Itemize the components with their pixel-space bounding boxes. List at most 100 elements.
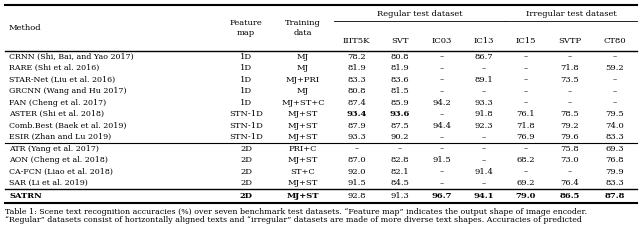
- Text: 83.3: 83.3: [605, 179, 624, 187]
- Text: STN-1D: STN-1D: [229, 110, 263, 118]
- Text: 87.5: 87.5: [390, 122, 410, 130]
- Text: 91.4: 91.4: [475, 168, 493, 176]
- Text: –: –: [440, 64, 444, 72]
- Text: 94.4: 94.4: [433, 122, 451, 130]
- Text: 59.2: 59.2: [605, 64, 624, 72]
- Text: –: –: [568, 99, 572, 107]
- Text: –: –: [612, 87, 616, 95]
- Text: Irregular test dataset: Irregular test dataset: [525, 10, 616, 18]
- Text: 79.9: 79.9: [605, 168, 624, 176]
- Text: 2D: 2D: [240, 179, 252, 187]
- Text: –: –: [524, 87, 528, 95]
- Text: SVTP: SVTP: [558, 37, 581, 45]
- Text: MJ: MJ: [297, 64, 309, 72]
- Text: MJ+ST: MJ+ST: [288, 133, 318, 141]
- Text: –: –: [482, 64, 486, 72]
- Text: Feature
map: Feature map: [230, 19, 262, 37]
- Text: 74.0: 74.0: [605, 122, 624, 130]
- Text: –: –: [524, 145, 528, 153]
- Text: 2D: 2D: [239, 192, 253, 200]
- Text: –: –: [440, 76, 444, 84]
- Text: 81.5: 81.5: [390, 87, 410, 95]
- Text: –: –: [440, 53, 444, 61]
- Text: 79.6: 79.6: [560, 133, 579, 141]
- Text: –: –: [568, 87, 572, 95]
- Text: 87.4: 87.4: [347, 99, 366, 107]
- Text: 76.9: 76.9: [516, 133, 535, 141]
- Text: 84.5: 84.5: [390, 179, 410, 187]
- Text: MJ+ST+C: MJ+ST+C: [281, 99, 325, 107]
- Text: 79.5: 79.5: [605, 110, 624, 118]
- Text: 93.3: 93.3: [475, 99, 493, 107]
- Text: 69.3: 69.3: [605, 145, 624, 153]
- Text: 94.2: 94.2: [433, 99, 451, 107]
- Text: “Regular” datasets consist of horizontally aligned texts and “irregular” dataset: “Regular” datasets consist of horizontal…: [5, 216, 582, 224]
- Text: 1D: 1D: [240, 87, 252, 95]
- Text: ATR (Yang et al. 2017): ATR (Yang et al. 2017): [9, 145, 99, 153]
- Text: IC03: IC03: [432, 37, 452, 45]
- Text: 92.0: 92.0: [348, 168, 365, 176]
- Text: Comb.Best (Baek et al. 2019): Comb.Best (Baek et al. 2019): [9, 122, 127, 130]
- Text: MJ: MJ: [297, 53, 309, 61]
- Text: 68.2: 68.2: [516, 156, 535, 164]
- Text: –: –: [568, 168, 572, 176]
- Text: 93.6: 93.6: [390, 110, 410, 118]
- Text: 73.5: 73.5: [560, 76, 579, 84]
- Text: Table 1: Scene text recognition accuracies (%) over seven benchmark test dataset: Table 1: Scene text recognition accuraci…: [5, 208, 587, 216]
- Text: Regular test dataset: Regular test dataset: [377, 10, 462, 18]
- Text: –: –: [440, 110, 444, 118]
- Text: SVT: SVT: [391, 37, 409, 45]
- Text: 82.1: 82.1: [390, 168, 410, 176]
- Text: –: –: [524, 64, 528, 72]
- Text: –: –: [482, 145, 486, 153]
- Text: AON (Cheng et al. 2018): AON (Cheng et al. 2018): [9, 156, 108, 164]
- Text: –: –: [440, 179, 444, 187]
- Text: 75.8: 75.8: [560, 145, 579, 153]
- Text: GRCNN (Wang and Hu 2017): GRCNN (Wang and Hu 2017): [9, 87, 127, 95]
- Text: 94.1: 94.1: [474, 192, 494, 200]
- Text: 81.9: 81.9: [390, 64, 410, 72]
- Text: –: –: [524, 53, 528, 61]
- Text: 71.8: 71.8: [560, 64, 579, 72]
- Text: PRI+C: PRI+C: [289, 145, 317, 153]
- Text: SATRN: SATRN: [9, 192, 42, 200]
- Text: –: –: [440, 133, 444, 141]
- Text: 87.8: 87.8: [604, 192, 625, 200]
- Text: 78.5: 78.5: [560, 110, 579, 118]
- Text: Training
data: Training data: [285, 19, 321, 37]
- Text: 91.8: 91.8: [475, 110, 493, 118]
- Text: 89.1: 89.1: [475, 76, 493, 84]
- Text: STAR-Net (Liu et al. 2016): STAR-Net (Liu et al. 2016): [9, 76, 115, 84]
- Text: –: –: [355, 145, 358, 153]
- Text: MJ+ST: MJ+ST: [288, 156, 318, 164]
- Text: –: –: [440, 87, 444, 95]
- Text: 76.1: 76.1: [516, 110, 535, 118]
- Text: 83.3: 83.3: [605, 133, 624, 141]
- Text: 78.2: 78.2: [347, 53, 366, 61]
- Text: FAN (Cheng et al. 2017): FAN (Cheng et al. 2017): [9, 99, 106, 107]
- Text: SAR (Li et al. 2019): SAR (Li et al. 2019): [9, 179, 88, 187]
- Text: 87.0: 87.0: [347, 156, 366, 164]
- Text: –: –: [612, 76, 616, 84]
- Text: 91.5: 91.5: [433, 156, 451, 164]
- Text: 82.8: 82.8: [390, 156, 410, 164]
- Text: 76.8: 76.8: [605, 156, 624, 164]
- Text: –: –: [524, 168, 528, 176]
- Text: 1D: 1D: [240, 76, 252, 84]
- Text: –: –: [482, 156, 486, 164]
- Text: –: –: [524, 99, 528, 107]
- Text: CA-FCN (Liao et al. 2018): CA-FCN (Liao et al. 2018): [9, 168, 113, 176]
- Text: 92.8: 92.8: [347, 192, 366, 200]
- Text: –: –: [612, 53, 616, 61]
- Text: 87.9: 87.9: [347, 122, 366, 130]
- Text: MJ: MJ: [297, 87, 309, 95]
- Text: 86.7: 86.7: [475, 53, 493, 61]
- Text: STN-1D: STN-1D: [229, 122, 263, 130]
- Text: 1D: 1D: [240, 64, 252, 72]
- Text: 86.5: 86.5: [559, 192, 580, 200]
- Text: MJ+ST: MJ+ST: [288, 122, 318, 130]
- Text: 79.0: 79.0: [516, 192, 536, 200]
- Text: MJ+ST: MJ+ST: [287, 192, 319, 200]
- Text: RARE (Shi et al. 2016): RARE (Shi et al. 2016): [9, 64, 99, 72]
- Text: 76.4: 76.4: [560, 179, 579, 187]
